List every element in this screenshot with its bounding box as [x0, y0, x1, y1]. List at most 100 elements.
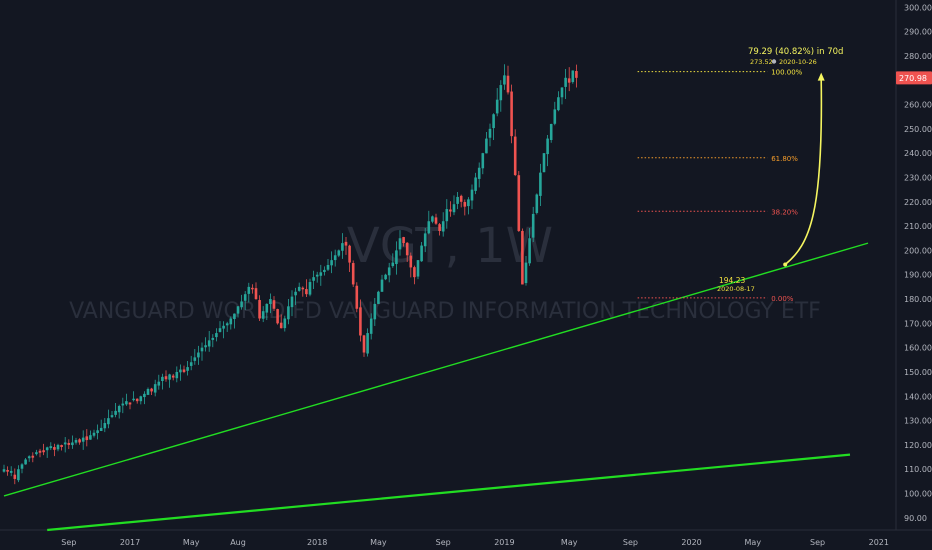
candle-body [171, 375, 175, 378]
candle-body [308, 282, 312, 295]
candle-body [326, 265, 330, 270]
price-tick-label: 110.00 [904, 465, 932, 474]
candle-body [74, 440, 78, 443]
candle-body [301, 287, 305, 290]
candle-body [287, 306, 290, 320]
candle-body [503, 75, 506, 85]
candle-body [27, 456, 31, 459]
trendline-lower[interactable] [47, 453, 851, 532]
fibonacci-retracement[interactable]: 100.00% 61.80% 38.20% 0.00% [637, 69, 803, 303]
price-tick-label: 230.00 [904, 173, 932, 182]
price-tick-label: 200.00 [904, 246, 932, 255]
candle-body [524, 262, 528, 284]
candle-body [391, 262, 395, 267]
candle-body [45, 447, 49, 451]
time-tick-label: May [183, 538, 200, 547]
time-tick-label: 2017 [120, 538, 140, 547]
candle-body [549, 123, 553, 140]
projection-label: 79.29 (40.82%) in 70d [748, 47, 843, 57]
candle-body [107, 418, 110, 425]
candle-body [247, 286, 251, 294]
candle-body [441, 221, 445, 232]
candle-body [359, 307, 362, 336]
candle-body [71, 442, 74, 446]
candle-body [2, 469, 6, 472]
candle-body [402, 237, 405, 244]
start-point-marker [783, 262, 788, 267]
candle-body [279, 322, 283, 329]
fib-level-label: 61.80% [771, 155, 798, 163]
candle-body [42, 450, 45, 453]
candle-body [330, 260, 333, 266]
candle-body [355, 285, 359, 309]
candle-body [161, 376, 164, 382]
candle-body [470, 189, 474, 201]
time-tick-label: 2021 [869, 538, 889, 547]
trendlines[interactable] [3, 242, 869, 532]
candle-body [258, 300, 261, 319]
candle-body [6, 469, 9, 472]
candle-body [56, 444, 60, 450]
price-tick-label: 120.00 [904, 441, 932, 450]
candle-body [344, 241, 348, 246]
candle-body [215, 333, 218, 338]
candle-body [539, 172, 542, 196]
time-tick-label: Sep [61, 538, 76, 547]
time-tick-label: Aug [230, 538, 246, 547]
price-tick-label: 250.00 [904, 125, 932, 134]
candle-body [121, 403, 125, 406]
candle-body [351, 263, 355, 285]
candle-body [463, 202, 467, 207]
candle-body [481, 153, 485, 169]
candle-body [575, 71, 578, 78]
candle-body [110, 415, 114, 418]
candle-body [139, 396, 143, 402]
candle-body [179, 369, 182, 373]
candle-body [81, 437, 85, 442]
candle-body [175, 371, 179, 379]
candle-body [467, 199, 470, 207]
candle-body [333, 255, 337, 261]
candle-body [269, 299, 272, 305]
candle-body [222, 325, 225, 329]
candle-body [96, 430, 99, 434]
candle-body [294, 291, 297, 296]
candle-body [67, 442, 71, 445]
candle-body [200, 347, 204, 352]
candle-body [240, 301, 243, 308]
candle-body [517, 175, 521, 231]
time-tick-label: Sep [810, 538, 825, 547]
price-tick-label: 190.00 [904, 271, 932, 280]
candle-body [452, 204, 456, 213]
candle-body [571, 70, 575, 83]
candle-body [211, 337, 215, 340]
fib-level-label: 0.00% [771, 295, 794, 303]
trendline-upper[interactable] [3, 242, 869, 497]
candle-body [229, 318, 233, 325]
candle-body [265, 303, 269, 313]
price-tick-label: 170.00 [904, 319, 932, 328]
candle-body [438, 224, 441, 231]
candle-body [204, 345, 207, 348]
price-tick-label: 160.00 [904, 344, 932, 353]
projection-arrow[interactable] [784, 79, 823, 266]
candle-body [312, 277, 315, 281]
price-tick-label: 100.00 [904, 490, 932, 499]
start-price-label: 194.23 [719, 276, 745, 285]
candle-body [434, 217, 438, 224]
candle-body [143, 393, 146, 398]
candle-body [506, 75, 510, 93]
candle-body [53, 447, 56, 450]
candle-body [85, 436, 89, 441]
candle-body [63, 442, 67, 445]
last-price-badge[interactable] [896, 71, 932, 85]
candle-body [513, 136, 517, 176]
candle-body [366, 333, 369, 354]
candle-body [380, 279, 384, 292]
candle-body [9, 470, 13, 473]
time-axis[interactable]: Sep 2017 May Aug 2018 May Sep 2019 May Sep 2020 May… [61, 538, 932, 547]
candle-body [456, 196, 459, 204]
price-tick-label: 240.00 [904, 149, 932, 158]
